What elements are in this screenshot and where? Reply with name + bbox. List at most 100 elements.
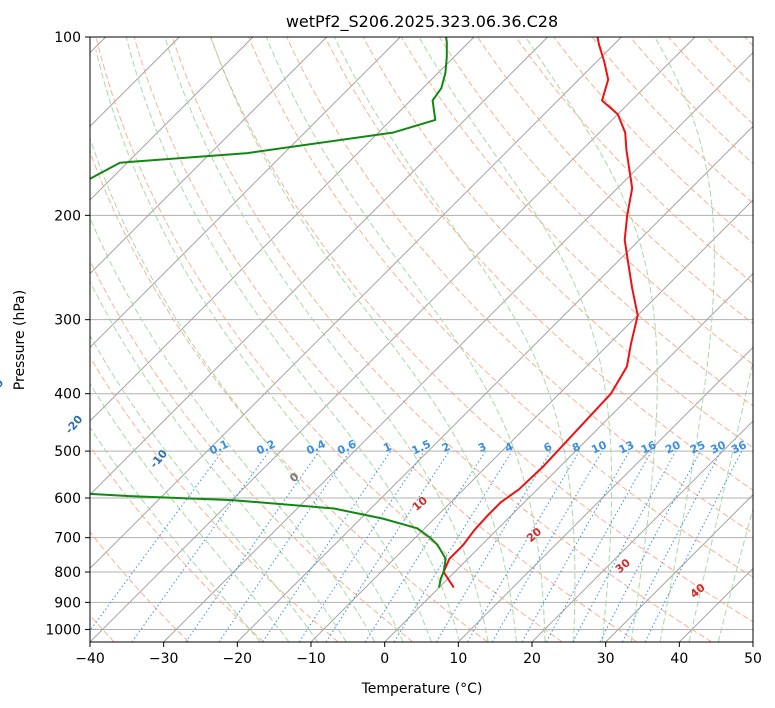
dry-adiabat-line [438, 37, 753, 366]
moist-adiabat-label: 20 [524, 525, 544, 545]
moist-adiabat-line [210, 37, 517, 642]
mixing-ratio-line [393, 450, 513, 642]
moist-adiabat-line [265, 37, 546, 642]
moist-adiabat-line [717, 507, 753, 642]
y-tick-label: 1000 [45, 622, 81, 638]
isotherm-line [237, 125, 753, 642]
moist-adiabat-label: 30 [613, 556, 633, 576]
plot-area: 0.10.20.40.611.52346810131620253036-100-… [0, 30, 762, 667]
mixing-ratio-label: 25 [688, 438, 707, 456]
isotherm-line [90, 37, 401, 348]
profile-lines [90, 37, 639, 589]
mixing-ratio-label: 1.5 [410, 437, 433, 457]
dry-adiabat-line [286, 37, 753, 534]
x-tick-label: 20 [523, 651, 541, 667]
x-tick-label: −40 [75, 651, 105, 667]
mixing-ratio-line [644, 450, 743, 642]
dry-adiabat-line [553, 37, 753, 244]
moist-adiabat-line [95, 49, 432, 642]
moist-adiabat-line [90, 280, 347, 642]
temperature-profile-line [442, 37, 639, 589]
isotherm-line [384, 273, 753, 642]
dry-adiabat-line [90, 445, 264, 642]
x-tick-label: 30 [597, 651, 615, 667]
mixing-ratio-label: 0.6 [335, 437, 358, 457]
dry-adiabat-line [133, 37, 638, 642]
x-tick-label: −10 [296, 651, 326, 667]
mixing-ratio-line [325, 450, 450, 642]
isotherm-line [679, 567, 753, 642]
x-tick-label: 0 [380, 651, 389, 667]
dry-adiabat-line [668, 37, 753, 125]
x-tick-label: 50 [744, 651, 762, 667]
dry-adiabat-line [744, 37, 753, 47]
mixing-ratio-label: 10 [589, 438, 609, 456]
y-tick-label: 400 [54, 387, 81, 403]
x-axis-label: Temperature (°C) [361, 681, 483, 697]
mixing-ratio-label: 3 [476, 440, 488, 455]
y-tick-label: 300 [54, 313, 81, 329]
mixing-ratio-line [131, 450, 270, 642]
mixing-ratio-label: 36 [729, 438, 749, 456]
mixing-ratio-line [545, 450, 653, 642]
x-tick-label: −20 [223, 651, 253, 667]
dry-adiabat-label: -10 [147, 447, 170, 471]
dry-adiabat-line [629, 37, 753, 165]
y-tick-label: 100 [54, 30, 81, 46]
moist-adiabat-line [125, 37, 461, 642]
dry-adiabat-line [591, 37, 753, 204]
dry-adiabat-line [248, 37, 753, 578]
dry-adiabat-line [324, 37, 753, 491]
x-tick-label: 40 [670, 651, 688, 667]
y-tick-label: 500 [54, 444, 81, 460]
moist-adiabat-line [90, 382, 290, 642]
y-tick-label: 700 [54, 531, 81, 547]
isotherm-line [90, 37, 475, 422]
isotherm-line [90, 37, 696, 642]
mixing-ratio-line [435, 450, 552, 642]
dry-adiabat-line [400, 37, 753, 407]
mixing-ratio-label: 16 [639, 438, 659, 456]
x-tick-label: 10 [449, 651, 467, 667]
dry-adiabat-label: -30 [0, 376, 7, 400]
dry-adiabat-line [95, 37, 563, 642]
mixing-ratio-label: 13 [617, 438, 636, 456]
moist-adiabat-line [90, 334, 319, 642]
dry-adiabat-line [90, 531, 190, 642]
mixing-ratio-label: 0.4 [304, 437, 327, 457]
dry-adiabat-line [477, 37, 753, 325]
y-tick-label: 800 [54, 565, 81, 581]
dry-adiabat-line [90, 356, 339, 642]
mixing-ratio-line [599, 450, 701, 642]
moist-adiabat-line [90, 136, 404, 642]
mixing-ratio-label: 30 [708, 438, 728, 456]
chart-title: wetPf2_S206.2025.323.06.36.C28 [286, 12, 558, 32]
mixing-ratio-line [262, 450, 392, 642]
mixing-ratio-label: 0.2 [254, 437, 277, 457]
dry-adiabat-line [706, 37, 753, 86]
moist-adiabat-line [688, 358, 753, 642]
y-tick-label: 200 [54, 208, 81, 224]
moist-adiabat-line [418, 37, 613, 642]
y-tick-label: 600 [54, 491, 81, 507]
moist-adiabat-line [654, 37, 715, 642]
mixing-ratio-label: 1 [381, 440, 393, 455]
isotherm-line [605, 494, 753, 642]
x-tick-label: −30 [149, 651, 179, 667]
moist-adiabat-label: 10 [410, 494, 430, 514]
y-axis-label: Pressure (hPa) [12, 290, 28, 390]
moist-adiabat-label: 0 [287, 470, 301, 485]
isotherm-line [458, 346, 753, 642]
dry-adiabat-line [90, 150, 488, 642]
mixing-ratio-line [572, 450, 677, 642]
background-lines [90, 37, 753, 642]
moist-adiabat-line [525, 37, 658, 642]
moist-adiabat-line [90, 426, 261, 642]
mixing-ratio-line [90, 450, 223, 632]
dry-adiabat-line [515, 37, 753, 284]
mixing-ratio-line [298, 450, 425, 642]
dry-adiabat-line [90, 259, 414, 642]
mixing-ratio-label: 20 [663, 438, 683, 456]
isotherm-line [163, 52, 753, 642]
isotherm-line [90, 37, 622, 569]
